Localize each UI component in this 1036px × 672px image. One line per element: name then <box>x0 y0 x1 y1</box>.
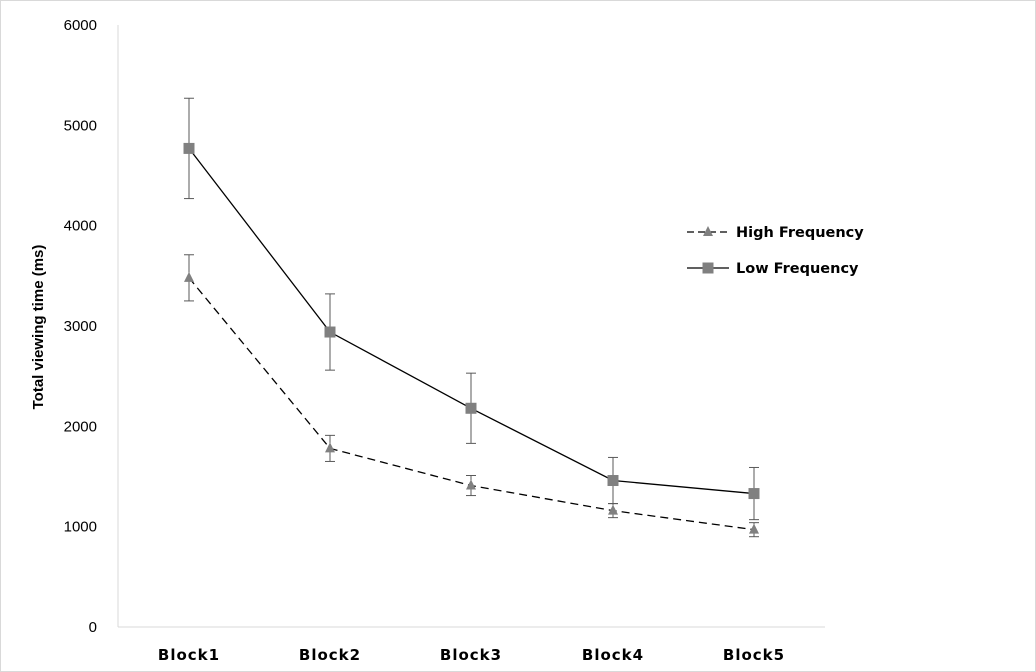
data-point <box>466 479 476 490</box>
series-low-frequency <box>183 97 760 521</box>
y-tick-label: 6000 <box>64 17 97 34</box>
data-point <box>184 271 194 282</box>
x-tick-label: Block3 <box>440 646 502 664</box>
x-tick-label: Block2 <box>299 646 361 664</box>
y-tick-label: 1000 <box>64 519 97 536</box>
data-point <box>183 142 195 154</box>
legend-label: High Frequency <box>736 225 864 241</box>
data-point <box>465 402 477 414</box>
y-tick-label: 5000 <box>64 117 97 134</box>
data-point <box>748 488 760 500</box>
y-tick-label: 3000 <box>64 318 97 335</box>
legend-item: Low Frequency <box>687 261 859 277</box>
data-point <box>325 442 335 453</box>
legend-marker <box>702 262 714 274</box>
x-tick-label: Block5 <box>723 646 785 664</box>
y-tick-labels: 0 1000 2000 3000 4000 5000 6000 <box>64 17 97 636</box>
legend: High Frequency Low Frequency <box>687 225 864 277</box>
legend-marker <box>703 226 713 236</box>
series-high-frequency <box>184 254 759 538</box>
x-tick-labels: Block1 Block2 Block3 Block4 Block5 <box>158 646 785 664</box>
y-tick-label: 2000 <box>64 418 97 435</box>
x-tick-label: Block1 <box>158 646 220 664</box>
legend-label: Low Frequency <box>736 261 859 277</box>
data-point <box>324 326 336 338</box>
legend-item: High Frequency <box>687 225 864 241</box>
data-point <box>749 523 759 534</box>
y-tick-label: 0 <box>89 619 97 636</box>
data-point <box>607 475 619 487</box>
data-point <box>608 504 618 515</box>
x-tick-label: Block4 <box>582 646 644 664</box>
y-axis-label: Total viewing time (ms) <box>30 245 47 410</box>
series-layer <box>183 97 760 538</box>
y-tick-label: 4000 <box>64 218 97 235</box>
